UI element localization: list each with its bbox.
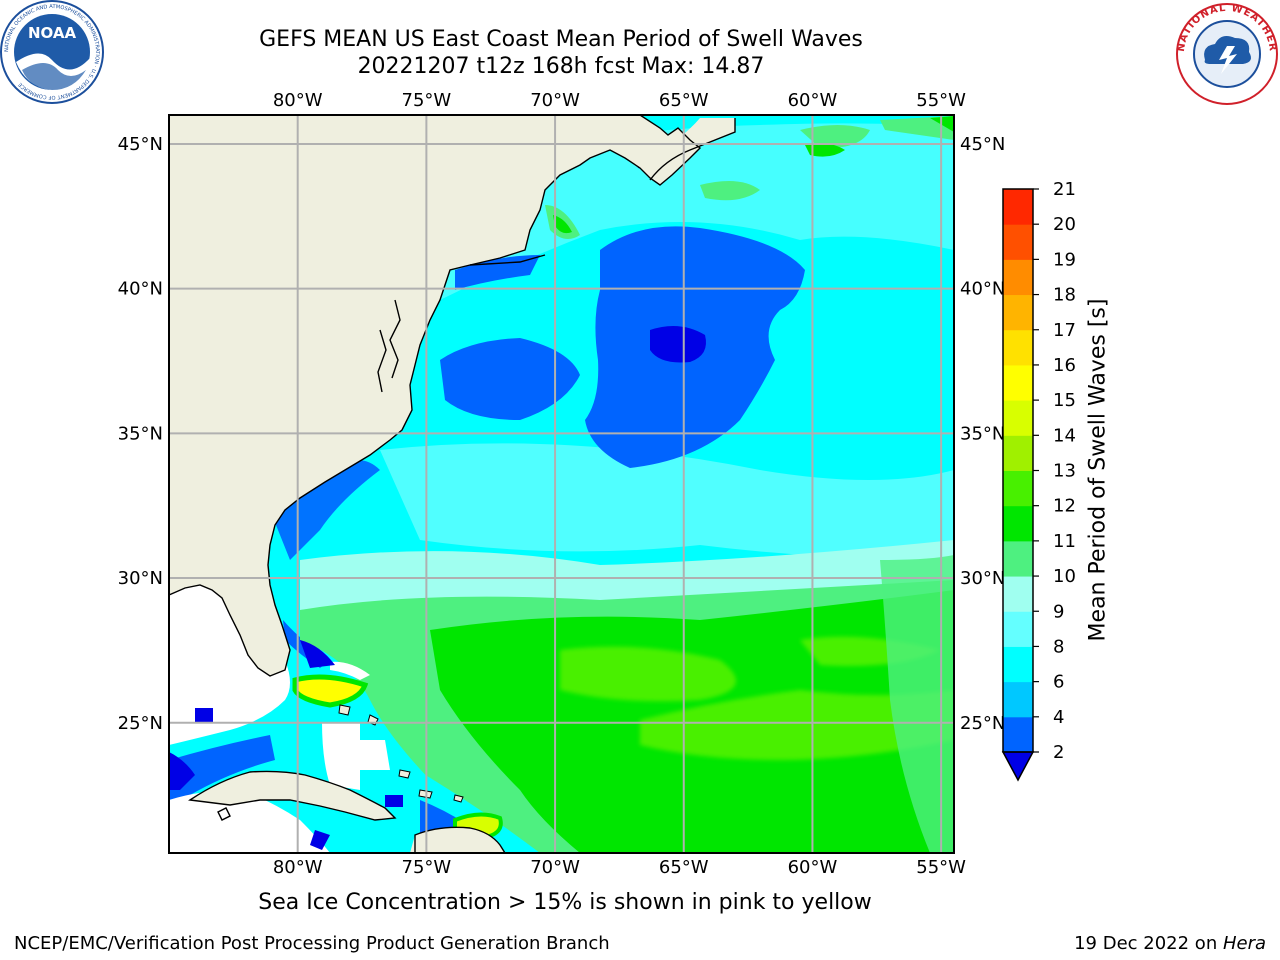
lat-tick-label: 25°N <box>960 713 1005 734</box>
colorbar-tick-label: 6 <box>1053 672 1064 693</box>
colorbar-swatch <box>1003 259 1033 296</box>
lon-tick-label: 80°W <box>273 857 323 878</box>
colorbar: 2 4 6 8 9 10 11 12 13 14 15 16 17 18 19 20 21 <box>1001 179 1076 782</box>
colorbar-swatch <box>1003 611 1033 647</box>
colorbar-tick-label: 11 <box>1053 531 1076 552</box>
colorbar-label: Mean Period of Swell Waves [s] <box>1085 298 1111 642</box>
machine-name: Hera <box>1222 933 1266 954</box>
lon-tick-label: 60°W <box>788 857 838 878</box>
colorbar-tick-label: 18 <box>1053 285 1076 306</box>
lat-labels-left: 45°N 40°N 35°N 30°N 25°N <box>118 134 163 734</box>
lon-tick-label: 75°W <box>402 90 452 111</box>
colorbar-swatch <box>1003 716 1033 753</box>
lat-tick-label: 35°N <box>118 423 163 444</box>
lon-labels-top: 80°W 75°W 70°W 65°W 60°W 55°W <box>273 90 966 111</box>
colorbar-swatch <box>1003 470 1033 507</box>
lon-labels-bottom: 80°W 75°W 70°W 65°W 60°W 55°W <box>273 857 966 878</box>
colorbar-swatch <box>1003 294 1033 331</box>
lon-tick-label: 80°W <box>273 90 323 111</box>
hispaniola-land <box>410 827 505 853</box>
lat-tick-label: 30°N <box>960 568 1005 589</box>
lat-labels-right: 45°N 40°N 35°N 30°N 25°N <box>960 134 1005 734</box>
sea-ice-note: Sea Ice Concentration > 15% is shown in … <box>258 890 872 915</box>
lon-tick-label: 65°W <box>659 90 709 111</box>
lon-tick-label: 70°W <box>530 857 580 878</box>
map-fields <box>169 115 954 853</box>
colorbar-tick-label: 21 <box>1053 179 1076 200</box>
colorbar-tick-label: 16 <box>1053 355 1076 376</box>
colorbar-tick-label: 14 <box>1053 425 1076 446</box>
nws-logo: NATIONAL WEATHER SERVICE <box>1175 0 1278 105</box>
colorbar-swatch <box>1003 576 1033 612</box>
lon-tick-label: 70°W <box>530 90 580 111</box>
colorbar-swatch <box>1003 364 1033 401</box>
colorbar-swatch <box>1003 646 1033 683</box>
date-text: 19 Dec 2022 on Hera <box>1074 933 1266 954</box>
colorbar-tick-label: 4 <box>1053 707 1064 728</box>
svg-text:NOAA: NOAA <box>28 24 77 42</box>
cuba-land <box>190 771 395 820</box>
colorbar-tick-label: 10 <box>1053 566 1076 587</box>
colorbar-tick-label: 19 <box>1053 249 1076 270</box>
colorbar-swatch <box>1003 540 1033 577</box>
graticule <box>169 115 954 853</box>
coastlines <box>169 115 736 853</box>
lat-tick-label: 45°N <box>118 134 163 155</box>
lon-tick-label: 60°W <box>788 90 838 111</box>
lat-tick-label: 40°N <box>960 279 1005 300</box>
lat-tick-label: 45°N <box>960 134 1005 155</box>
colorbar-swatch <box>1003 329 1033 366</box>
colorbar-swatch <box>1003 681 1033 718</box>
lon-tick-label: 65°W <box>659 857 709 878</box>
lat-tick-label: 30°N <box>118 568 163 589</box>
colorbar-under-arrow <box>1001 751 1035 782</box>
lat-tick-label: 25°N <box>118 713 163 734</box>
colorbar-tick-label: 9 <box>1053 601 1064 622</box>
colorbar-swatch <box>1003 505 1033 542</box>
lon-tick-label: 75°W <box>402 857 452 878</box>
colorbar-swatch <box>1003 224 1033 260</box>
date-prefix: 19 Dec 2022 on <box>1074 933 1223 954</box>
lon-tick-label: 55°W <box>916 857 966 878</box>
chart-subtitle: 20221207 t12z 168h fcst Max: 14.87 <box>357 54 765 79</box>
colorbar-tick-label: 15 <box>1053 390 1076 411</box>
map-frame <box>168 114 955 854</box>
colorbar-tick-label: 12 <box>1053 496 1076 517</box>
lon-tick-label: 55°W <box>916 90 966 111</box>
lat-tick-label: 40°N <box>118 279 163 300</box>
colorbar-tick-label: 8 <box>1053 636 1064 657</box>
colorbar-swatch <box>1003 435 1033 471</box>
colorbar-tick-label: 2 <box>1053 742 1064 763</box>
colorbar-swatch <box>1003 400 1033 436</box>
lat-tick-label: 35°N <box>960 423 1005 444</box>
us-mainland-land <box>169 115 700 676</box>
noaa-logo: NOAA NATIONAL OCEANIC AND ATMOSPHERIC AD… <box>0 0 104 104</box>
colorbar-tick-label: 13 <box>1053 461 1076 482</box>
colorbar-swatch <box>1003 189 1033 225</box>
colorbar-tick-label: 17 <box>1053 320 1076 341</box>
chart-title: GEFS MEAN US East Coast Mean Period of S… <box>259 27 863 52</box>
credit-text: NCEP/EMC/Verification Post Processing Pr… <box>14 933 610 954</box>
colorbar-tick-label: 20 <box>1053 214 1076 235</box>
